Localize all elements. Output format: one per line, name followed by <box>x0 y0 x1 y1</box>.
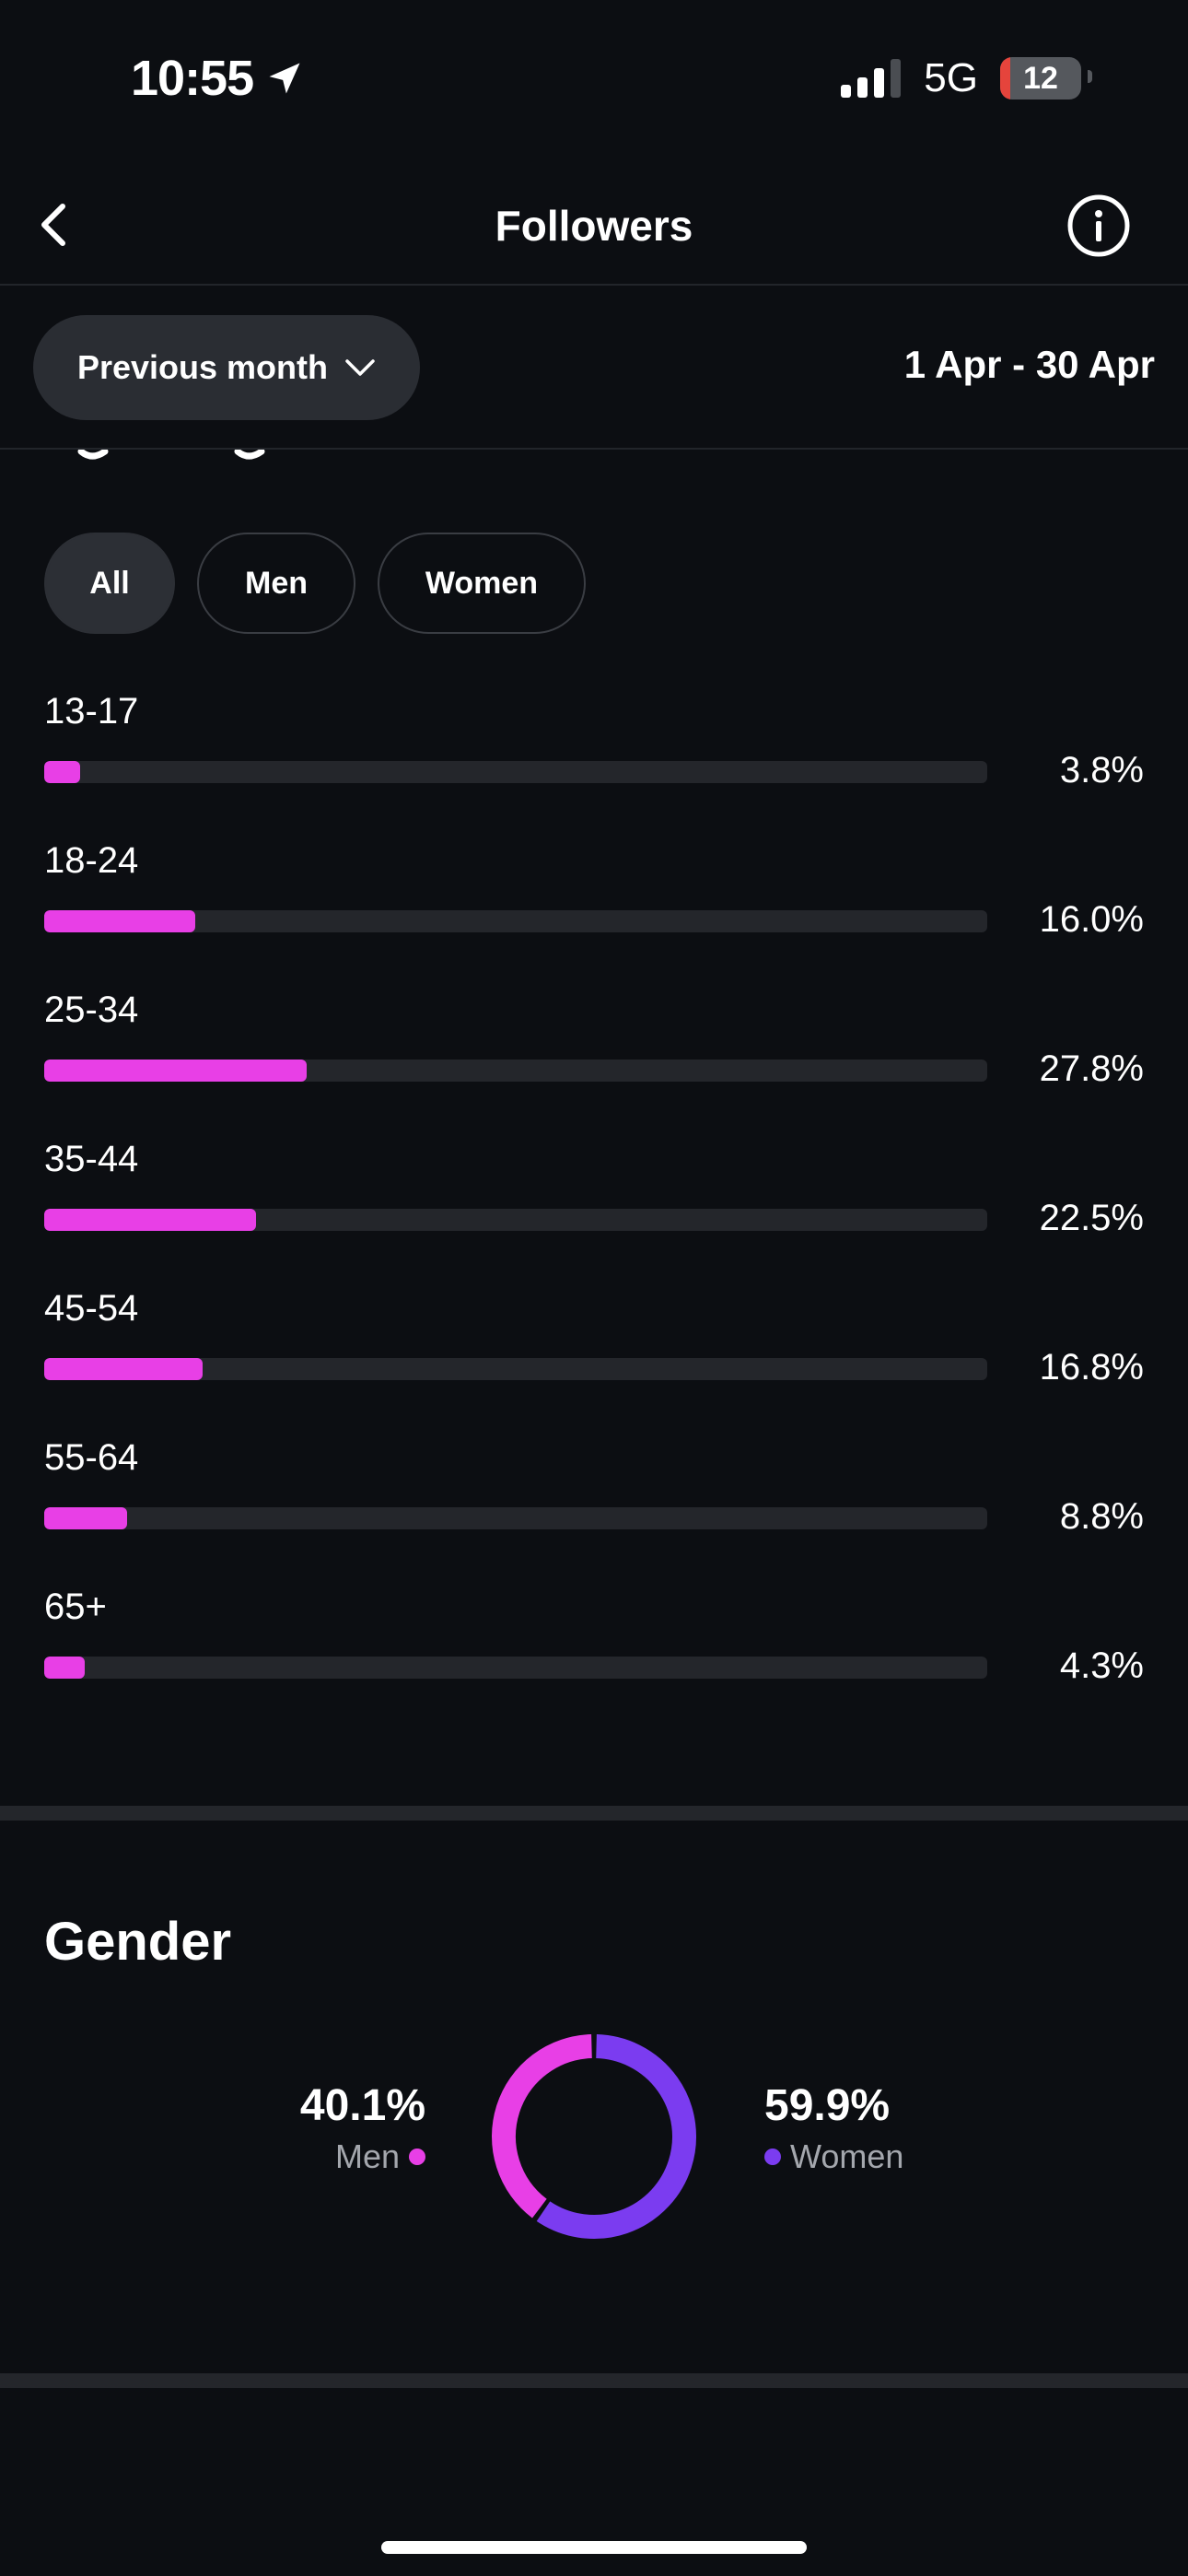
age-label: 45-54 <box>44 1288 139 1329</box>
age-bar-track <box>44 910 987 932</box>
age-bar-track <box>44 1657 987 1679</box>
page-title: Followers <box>495 202 693 250</box>
period-dropdown[interactable]: Previous month <box>33 315 420 420</box>
gender-donut-chart <box>492 2034 696 2239</box>
location-arrow-icon <box>269 63 300 94</box>
age-bar-fill <box>44 1209 257 1231</box>
age-bar-fill <box>44 910 195 932</box>
donut-segment-men <box>492 2034 593 2219</box>
gender-section-title: Gender <box>44 1912 232 1972</box>
age-row-13-17: 13-17 3.8% <box>44 685 1144 835</box>
age-row-18-24: 18-24 16.0% <box>44 835 1144 984</box>
age-percentage: 16.8% <box>1039 1347 1144 1388</box>
men-percentage: 40.1% <box>299 2081 425 2130</box>
age-row-25-34: 25-34 27.8% <box>44 984 1144 1133</box>
age-label: 35-44 <box>44 1139 139 1179</box>
battery-nub <box>1088 70 1092 83</box>
men-legend-dot <box>409 2149 425 2165</box>
men-legend-label: Men <box>334 2137 400 2175</box>
scrolled-section-heading-edge <box>44 450 413 463</box>
age-row-35-44: 35-44 22.5% <box>44 1133 1144 1282</box>
period-dropdown-label: Previous month <box>76 348 329 386</box>
age-percentage: 4.3% <box>1059 1645 1144 1686</box>
chevron-down-icon <box>345 359 375 376</box>
cellular-signal-icon <box>841 59 902 98</box>
age-percentage: 27.8% <box>1039 1048 1144 1089</box>
home-indicator <box>381 2541 807 2554</box>
donut-segment-women <box>536 2034 696 2239</box>
women-legend: Women <box>764 2137 903 2176</box>
age-row-55-64: 55-64 8.8% <box>44 1432 1144 1581</box>
age-percentage: 22.5% <box>1039 1198 1144 1238</box>
age-row-45-54: 45-54 16.8% <box>44 1282 1144 1432</box>
age-bar-fill <box>44 1358 204 1380</box>
age-percentage: 16.0% <box>1039 899 1144 940</box>
filter-row: Previous month 1 Apr - 30 Apr <box>0 286 1188 450</box>
age-bar-track <box>44 1507 987 1529</box>
heading-descender-strokes <box>77 450 265 460</box>
age-range-list: 13-17 3.8% 18-24 16.0% 25-34 27.8% 35-44… <box>44 685 1144 1730</box>
back-arrow-icon[interactable] <box>26 195 85 254</box>
age-label: 55-64 <box>44 1437 139 1478</box>
age-row-65-plus: 65+ 4.3% <box>44 1581 1144 1730</box>
battery-icon: 12 <box>1000 57 1081 100</box>
age-label: 13-17 <box>44 691 139 732</box>
age-bar-fill <box>44 761 80 783</box>
age-bar-fill <box>44 1060 307 1082</box>
chip-women[interactable]: Women <box>378 533 586 634</box>
gender-filter-chips: All Men Women <box>44 533 586 634</box>
date-range-label: 1 Apr - 30 Apr <box>903 343 1155 386</box>
chip-all[interactable]: All <box>44 533 175 634</box>
women-legend-label: Women <box>790 2137 904 2175</box>
section-divider <box>0 2373 1188 2388</box>
age-bar-track <box>44 761 987 783</box>
info-icon[interactable] <box>1066 193 1131 258</box>
nav-header: Followers <box>0 175 1188 286</box>
women-legend-dot <box>764 2149 781 2165</box>
men-legend: Men <box>300 2137 425 2176</box>
age-bar-fill <box>44 1507 128 1529</box>
chip-men[interactable]: Men <box>197 533 355 634</box>
battery-level-label: 12 <box>1023 60 1058 96</box>
age-bar-track <box>44 1358 987 1380</box>
women-percentage: 59.9% <box>764 2081 891 2130</box>
age-bar-track <box>44 1209 987 1231</box>
network-type-label: 5G <box>924 55 978 100</box>
battery-fill <box>1000 57 1010 100</box>
gender-men-stat: 40.1% Men <box>300 2084 425 2176</box>
age-percentage: 3.8% <box>1059 750 1144 790</box>
status-bar-time: 10:55 <box>131 50 305 107</box>
status-time-text: 10:55 <box>131 51 254 106</box>
gender-women-stat: 59.9% Women <box>764 2084 903 2176</box>
age-label: 25-34 <box>44 989 139 1030</box>
age-bar-track <box>44 1060 987 1082</box>
age-bar-fill <box>44 1657 86 1679</box>
age-label: 18-24 <box>44 840 139 881</box>
age-label: 65+ <box>44 1587 107 1627</box>
section-divider <box>0 1806 1188 1821</box>
status-bar-indicators: 5G 12 <box>841 55 1081 101</box>
age-percentage: 8.8% <box>1059 1496 1144 1537</box>
